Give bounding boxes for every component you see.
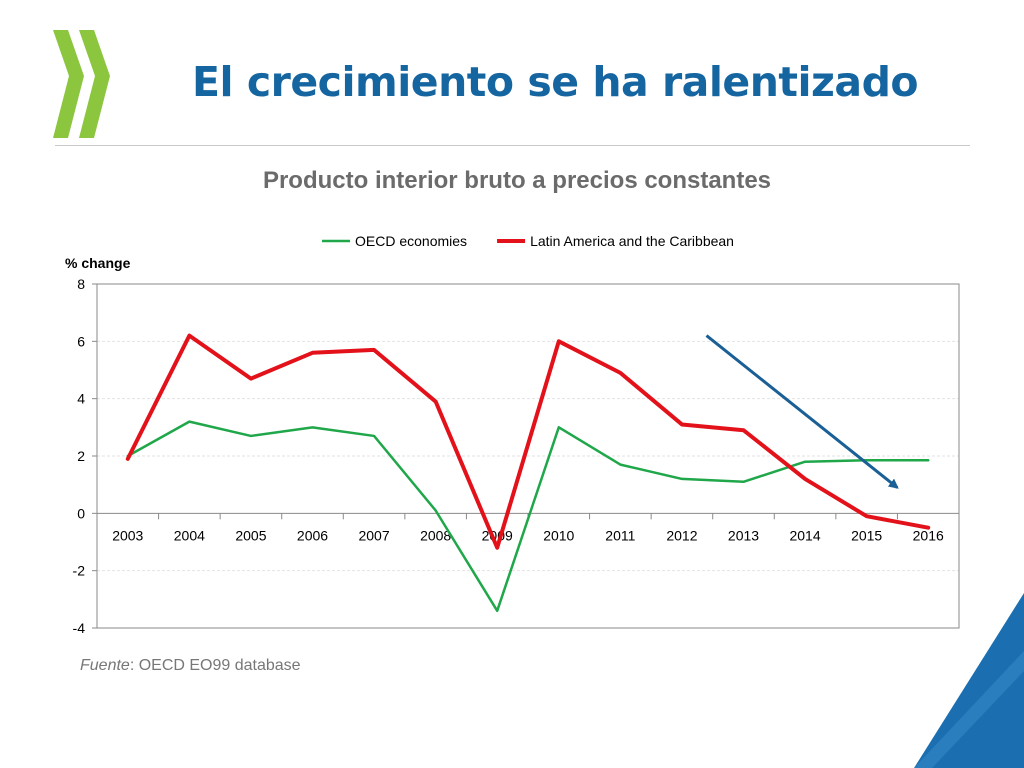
data-point [804, 461, 806, 463]
data-point [373, 435, 375, 437]
series-line-oecd [126, 420, 930, 613]
data-point [188, 335, 190, 337]
source-note: Fuente: OECD EO99 database [80, 657, 301, 675]
y-tick-label: 8 [77, 276, 85, 292]
legend-label: OECD economies [355, 233, 467, 249]
y-axis-label: % change [65, 255, 131, 271]
logo-chevron-left-icon [53, 30, 84, 138]
chart-series [125, 333, 931, 613]
data-point [373, 349, 375, 351]
x-tick-label: 2008 [420, 527, 451, 543]
x-tick-label: 2011 [605, 527, 635, 543]
x-tick-label: 2016 [913, 527, 944, 543]
x-tick-label: 2015 [851, 527, 882, 543]
data-point [312, 352, 313, 354]
data-point [312, 426, 313, 428]
corner-decoration [914, 593, 1024, 768]
source-text: : OECD EO99 database [129, 657, 301, 674]
chart-legend: OECD economies Latin America and the Cari… [322, 233, 734, 249]
x-axis: 2003 2004 2005 2006 2007 2008 2009 2010 2011 2012… [96, 512, 960, 543]
legend-label: Latin America and the Caribbean [530, 233, 734, 249]
x-tick-label: 2014 [789, 527, 820, 543]
data-point [496, 610, 498, 612]
legend-item-oecd: OECD economies [322, 233, 467, 249]
y-tick-label: 4 [77, 391, 85, 407]
y-tick-label: 6 [77, 333, 85, 349]
data-point [496, 547, 498, 549]
data-point [127, 458, 129, 460]
data-point [619, 464, 621, 466]
data-point [866, 515, 868, 517]
data-point [804, 478, 806, 480]
chart-annotations [705, 334, 899, 489]
data-point [250, 378, 252, 380]
series-line-latam [125, 333, 931, 550]
x-tick-label: 2010 [543, 527, 574, 543]
data-point [188, 421, 190, 423]
data-point [619, 372, 621, 374]
x-tick-label: 2003 [112, 527, 143, 543]
data-point [927, 459, 929, 461]
y-axis: 8 6 4 2 0 -2 -4 [73, 276, 97, 636]
logo-chevron-right-icon [79, 30, 110, 138]
source-prefix: Fuente [80, 657, 130, 674]
x-tick-label: 2006 [297, 527, 328, 543]
legend-item-latam: Latin America and the Caribbean [497, 233, 734, 249]
data-point [681, 423, 683, 425]
title-divider [55, 145, 970, 146]
data-point [743, 429, 744, 431]
data-point [743, 481, 744, 483]
data-point [558, 426, 560, 428]
y-tick-label: -4 [73, 620, 86, 636]
data-point [250, 435, 252, 437]
x-tick-label: 2013 [728, 527, 759, 543]
y-tick-label: -2 [73, 563, 86, 579]
chart-gridlines [97, 340, 959, 572]
x-tick-label: 2004 [174, 527, 205, 543]
corner-triangle-icon [914, 593, 1024, 768]
data-point [558, 340, 560, 342]
y-tick-label: 2 [77, 448, 85, 464]
y-tick-label: 0 [77, 505, 85, 521]
data-point [681, 478, 683, 480]
data-point [435, 401, 437, 403]
oecd-logo [53, 30, 110, 138]
corner-stripe-icon [914, 651, 1024, 768]
trend-arrow [705, 334, 899, 489]
x-tick-label: 2005 [235, 527, 266, 543]
chart-subtitle: Producto interior bruto a precios consta… [262, 167, 772, 194]
data-point [927, 527, 929, 529]
x-tick-label: 2007 [358, 527, 389, 543]
slide-title: El crecimiento se ha ralentizado [192, 58, 919, 106]
x-tick-label: 2012 [666, 527, 697, 543]
data-point [435, 509, 437, 511]
data-point [866, 459, 868, 461]
